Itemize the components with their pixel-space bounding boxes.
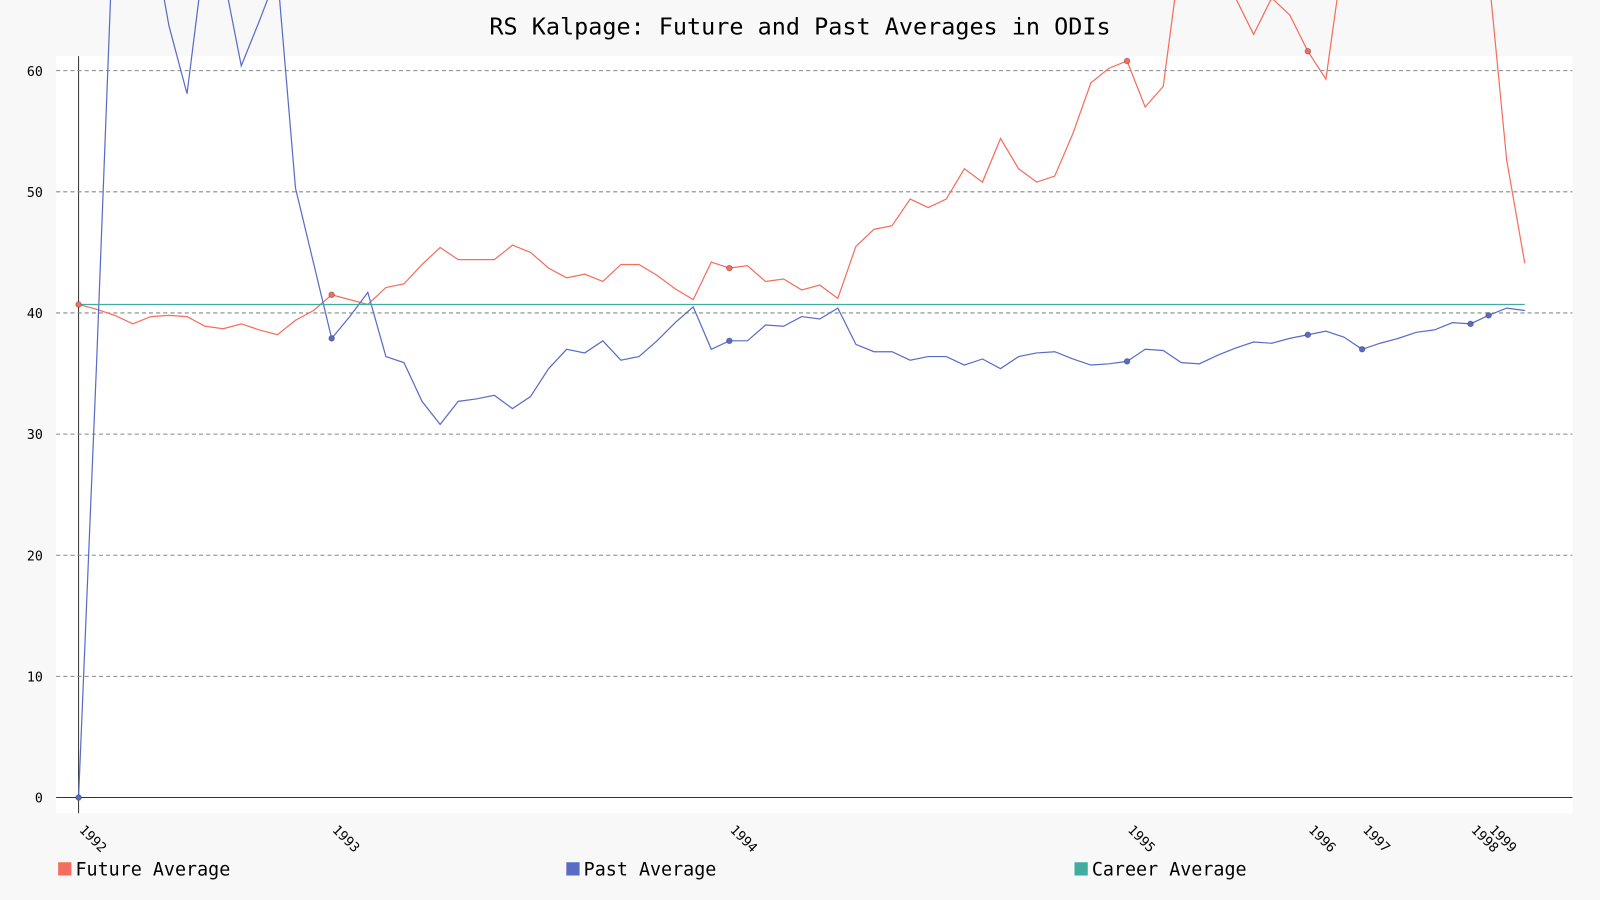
series-line — [77, 0, 1525, 798]
y-tick-label: 50 — [27, 186, 43, 201]
data-point — [328, 291, 336, 299]
y-tick-label: 0 — [35, 792, 43, 807]
y-tick-label: 10 — [27, 670, 43, 685]
data-point — [1123, 57, 1131, 65]
y-tick-label: 30 — [27, 428, 43, 443]
y-tick-label: 60 — [27, 65, 43, 80]
series-line — [78, 0, 1526, 336]
data-point — [1123, 358, 1131, 365]
y-tick-label: 20 — [27, 549, 43, 564]
data-point — [1485, 312, 1492, 319]
data-point — [1467, 320, 1474, 328]
chart-title: RS Kalpage: Future and Past Averages in … — [489, 13, 1110, 41]
legend-swatch — [566, 862, 580, 876]
data-point — [1358, 345, 1366, 353]
data-point — [1304, 47, 1312, 55]
y-tick-label: 40 — [27, 307, 43, 322]
data-point — [328, 335, 336, 342]
data-point — [75, 301, 82, 308]
data-point — [75, 794, 82, 801]
legend-label: Career Average — [1092, 860, 1247, 881]
legend-label: Future Average — [76, 860, 231, 881]
plot-area — [56, 56, 1573, 814]
data-point — [725, 264, 733, 272]
legend-label: Past Average — [584, 860, 717, 881]
data-point — [725, 337, 733, 345]
legend-swatch — [58, 862, 72, 876]
data-point — [1304, 331, 1312, 339]
legend-swatch — [1074, 862, 1088, 876]
